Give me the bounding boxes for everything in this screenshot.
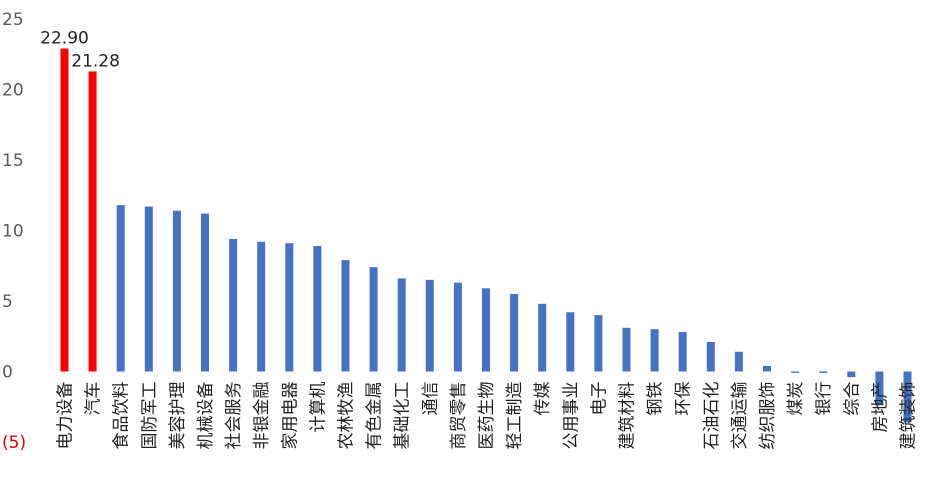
- bar: [425, 279, 434, 372]
- bar: [116, 205, 125, 372]
- x-tick-label: 商贸零售: [449, 382, 469, 450]
- x-tick-label: 社会服务: [224, 382, 244, 450]
- x-tick-label: 通信: [421, 382, 441, 416]
- bar: [201, 213, 209, 372]
- bar: [229, 238, 238, 372]
- bar: [706, 341, 715, 372]
- y-tick-label: 0: [2, 363, 13, 383]
- x-tick-label: 钢铁: [646, 382, 666, 416]
- bar: [313, 246, 322, 372]
- x-tick-label: 食品饮料: [112, 382, 132, 450]
- y-tick-label: 10: [2, 222, 24, 242]
- bar: [369, 267, 378, 372]
- bar: [257, 241, 266, 372]
- x-tick-label: 美容护理: [168, 382, 188, 450]
- x-tick-label: 非银金融: [252, 382, 272, 450]
- bar: [903, 371, 912, 423]
- bar: [622, 327, 631, 372]
- bar: [453, 282, 462, 372]
- y-tick-label: 5: [2, 292, 13, 312]
- x-tick-label: 电力设备: [56, 382, 76, 450]
- data-label: 21.28: [71, 51, 120, 71]
- bar: [594, 315, 603, 372]
- bar: [482, 288, 490, 372]
- x-tick-label: 纺织服饰: [758, 382, 778, 450]
- x-axis-categories: 电力设备 汽车 食品饮料 国防军工 美容护理 机械设备 社会服务 非银金融 家用电器 计算机 农林牧…: [56, 382, 919, 450]
- bar: [847, 371, 856, 378]
- y-tick-label: 20: [2, 81, 24, 101]
- bar: [341, 260, 350, 372]
- bar: [875, 371, 884, 406]
- x-tick-label: 石油石化: [702, 382, 722, 450]
- x-tick-label: 基础化工: [393, 382, 413, 450]
- x-tick-label: 交通运输: [730, 382, 750, 450]
- x-tick-label: 家用电器: [280, 382, 300, 450]
- x-tick-label: 轻工制造: [505, 382, 525, 450]
- x-tick-label: 传媒: [533, 382, 553, 416]
- x-tick-label: 综合: [842, 382, 862, 416]
- x-tick-label: 房地产: [870, 382, 890, 433]
- x-tick-label: 煤炭: [786, 382, 806, 416]
- x-tick-label: 银行: [814, 382, 834, 416]
- x-tick-label: 建筑装饰: [899, 382, 919, 450]
- bar: [734, 351, 743, 372]
- x-tick-label: 有色金属: [365, 382, 385, 450]
- bar: [678, 332, 687, 372]
- x-tick-label: 汽车: [84, 382, 104, 416]
- bar: [285, 243, 294, 372]
- x-tick-label: 环保: [674, 382, 694, 416]
- x-tick-label: 国防军工: [140, 382, 160, 450]
- y-axis: 25 20 15 10 5 0 (5): [2, 10, 26, 453]
- x-tick-label: 公用事业: [561, 382, 581, 450]
- bar: [819, 371, 828, 373]
- x-tick-label: 机械设备: [196, 382, 216, 450]
- bar: [172, 210, 181, 372]
- x-tick-label: 医药生物: [477, 382, 497, 450]
- x-tick-label: 计算机: [308, 382, 328, 433]
- y-tick-label: (5): [2, 433, 26, 453]
- bar: [88, 71, 97, 372]
- bar: [510, 293, 519, 372]
- data-label: 22.90: [40, 29, 89, 49]
- bar: [763, 365, 771, 372]
- bar: [538, 303, 547, 372]
- bar: [791, 371, 800, 373]
- bars: [60, 48, 912, 423]
- y-tick-label: 15: [2, 151, 24, 171]
- bar: [650, 329, 659, 372]
- bar: [60, 48, 69, 372]
- x-tick-label: 农林牧渔: [337, 382, 357, 450]
- x-tick-label: 建筑材料: [618, 382, 638, 450]
- bar: [144, 206, 153, 372]
- y-tick-label: 25: [2, 10, 24, 30]
- bar: [566, 312, 575, 372]
- x-tick-label: 电子: [589, 382, 609, 416]
- bar: [397, 278, 406, 372]
